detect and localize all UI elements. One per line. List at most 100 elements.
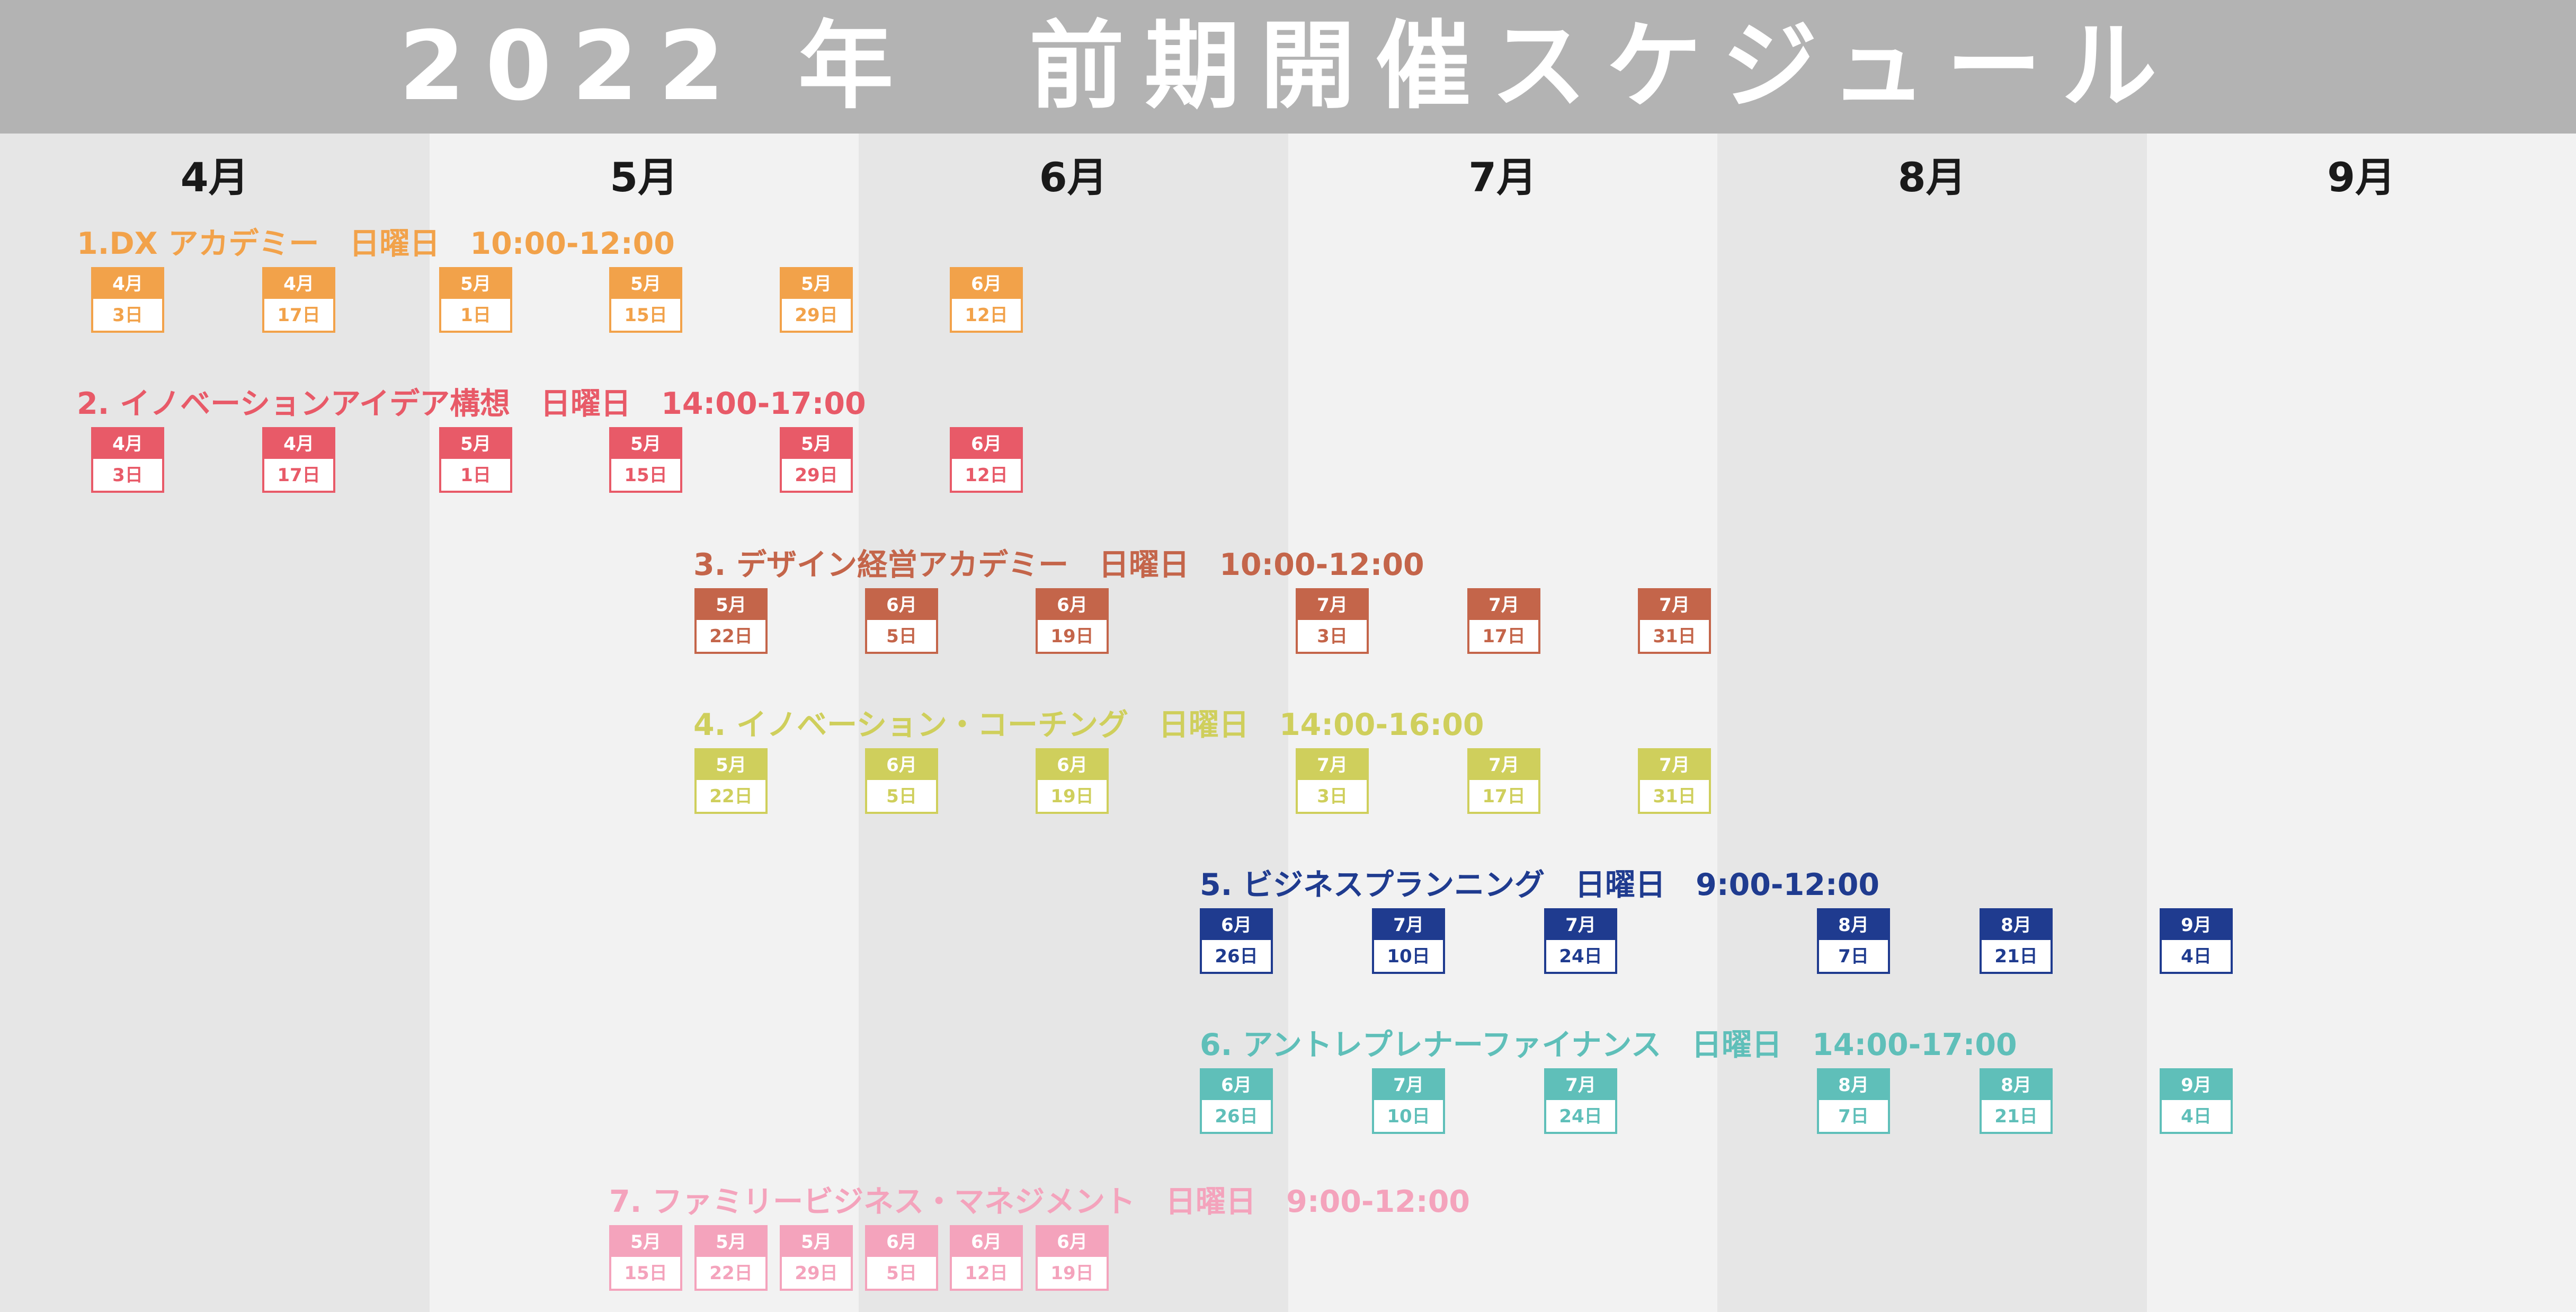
session-date: 5月 22日 xyxy=(694,588,768,654)
session-month: 5月 xyxy=(782,269,851,299)
section-title: 4. イノベーション・コーチング 日曜日 14:00-16:00 xyxy=(693,707,1484,742)
month-header: 8月 xyxy=(1897,154,1966,201)
session-date: 5月 22日 xyxy=(694,748,768,814)
session-month: 6月 xyxy=(952,429,1021,459)
session-month: 7月 xyxy=(1374,1070,1443,1100)
session-date: 5月 15日 xyxy=(609,267,682,333)
session-day: 17日 xyxy=(277,305,320,326)
section-title: 7. ファミリービジネス・マネジメント 日曜日 9:00-12:00 xyxy=(609,1184,1470,1219)
session-date: 5月 29日 xyxy=(780,1225,853,1291)
session-month: 8月 xyxy=(1819,910,1888,940)
section-title: 6. アントレプレナーファイナンス 日曜日 14:00-17:00 xyxy=(1200,1027,2017,1062)
session-day: 1日 xyxy=(460,305,491,326)
section-title: 1.DX アカデミー 日曜日 10:00-12:00 xyxy=(77,226,675,261)
session-month: 5月 xyxy=(697,750,765,780)
month-header: 5月 xyxy=(610,154,679,201)
session-date: 7月 31日 xyxy=(1638,588,1711,654)
session-day: 15日 xyxy=(624,305,667,326)
month-column xyxy=(1288,134,1717,1312)
session-month: 7月 xyxy=(1298,590,1367,620)
session-day: 3日 xyxy=(1317,786,1348,807)
session-date: 6月 5日 xyxy=(865,748,938,814)
section-title: 2. イノベーションアイデア構想 日曜日 14:00-17:00 xyxy=(77,386,866,421)
session-day: 24日 xyxy=(1559,1106,1602,1127)
session-day: 19日 xyxy=(1050,786,1094,807)
session-month: 4月 xyxy=(264,269,333,299)
session-month: 4月 xyxy=(93,429,162,459)
session-day: 5日 xyxy=(886,626,917,647)
session-date: 9月 4日 xyxy=(2160,908,2233,974)
session-month: 5月 xyxy=(611,1227,680,1257)
session-month: 5月 xyxy=(441,429,510,459)
session-day: 19日 xyxy=(1050,1263,1094,1284)
session-day: 4日 xyxy=(2181,946,2212,967)
month-column xyxy=(1717,134,2147,1312)
session-date: 4月 17日 xyxy=(262,427,335,493)
page-title: 2022 年 前期開催スケジュール xyxy=(398,11,2178,122)
session-date: 8月 7日 xyxy=(1817,1068,1890,1134)
section-title: 5. ビジネスプランニング 日曜日 9:00-12:00 xyxy=(1200,867,1880,902)
session-month: 9月 xyxy=(2162,910,2231,940)
session-month: 6月 xyxy=(867,1227,936,1257)
month-header: 7月 xyxy=(1468,154,1537,201)
session-month: 6月 xyxy=(867,590,936,620)
session-month: 5月 xyxy=(782,1227,851,1257)
session-month: 6月 xyxy=(952,269,1021,299)
session-date: 8月 21日 xyxy=(1980,1068,2053,1134)
session-date: 6月 19日 xyxy=(1036,588,1109,654)
session-date: 7月 24日 xyxy=(1544,1068,1617,1134)
session-month: 6月 xyxy=(1202,1070,1271,1100)
session-day: 21日 xyxy=(1994,1106,2038,1127)
session-date: 7月 24日 xyxy=(1544,908,1617,974)
session-day: 3日 xyxy=(1317,626,1348,647)
session-month: 5月 xyxy=(611,269,680,299)
session-date: 5月 1日 xyxy=(439,267,512,333)
session-date: 9月 4日 xyxy=(2160,1068,2233,1134)
session-month: 5月 xyxy=(697,1227,765,1257)
session-month: 8月 xyxy=(1982,1070,2051,1100)
session-date: 4月 17日 xyxy=(262,267,335,333)
session-date: 7月 17日 xyxy=(1467,748,1540,814)
session-day: 10日 xyxy=(1387,946,1430,967)
session-day: 19日 xyxy=(1050,626,1094,647)
session-day: 17日 xyxy=(277,465,320,486)
session-month: 7月 xyxy=(1546,910,1615,940)
month-column xyxy=(0,134,430,1312)
session-day: 26日 xyxy=(1215,1106,1258,1127)
month-header: 4月 xyxy=(180,154,249,201)
session-day: 22日 xyxy=(709,626,753,647)
session-day: 29日 xyxy=(795,1263,838,1284)
session-day: 22日 xyxy=(709,1263,753,1284)
session-day: 31日 xyxy=(1653,786,1696,807)
section-title: 3. デザイン経営アカデミー 日曜日 10:00-12:00 xyxy=(693,547,1424,582)
session-month: 6月 xyxy=(1038,750,1107,780)
session-month: 9月 xyxy=(2162,1070,2231,1100)
session-day: 21日 xyxy=(1994,946,2038,967)
session-day: 29日 xyxy=(795,305,838,326)
session-day: 7日 xyxy=(1838,1106,1869,1127)
session-month: 7月 xyxy=(1640,590,1709,620)
session-month: 8月 xyxy=(1819,1070,1888,1100)
session-date: 7月 3日 xyxy=(1296,588,1369,654)
session-date: 7月 17日 xyxy=(1467,588,1540,654)
session-month: 5月 xyxy=(611,429,680,459)
session-month: 8月 xyxy=(1982,910,2051,940)
session-day: 4日 xyxy=(2181,1106,2212,1127)
session-day: 12日 xyxy=(965,305,1008,326)
session-date: 6月 26日 xyxy=(1200,1068,1273,1134)
session-day: 5日 xyxy=(886,1263,917,1284)
session-date: 5月 15日 xyxy=(609,427,682,493)
session-month: 7月 xyxy=(1374,910,1443,940)
session-day: 22日 xyxy=(709,786,753,807)
session-month: 6月 xyxy=(1202,910,1271,940)
session-date: 6月 12日 xyxy=(950,427,1023,493)
session-day: 15日 xyxy=(624,465,667,486)
session-month: 7月 xyxy=(1469,750,1538,780)
session-date: 8月 7日 xyxy=(1817,908,1890,974)
session-date: 6月 12日 xyxy=(950,267,1023,333)
session-date: 7月 3日 xyxy=(1296,748,1369,814)
session-date: 6月 5日 xyxy=(865,588,938,654)
title-bar xyxy=(0,0,2576,134)
session-day: 12日 xyxy=(965,465,1008,486)
session-month: 6月 xyxy=(1038,1227,1107,1257)
